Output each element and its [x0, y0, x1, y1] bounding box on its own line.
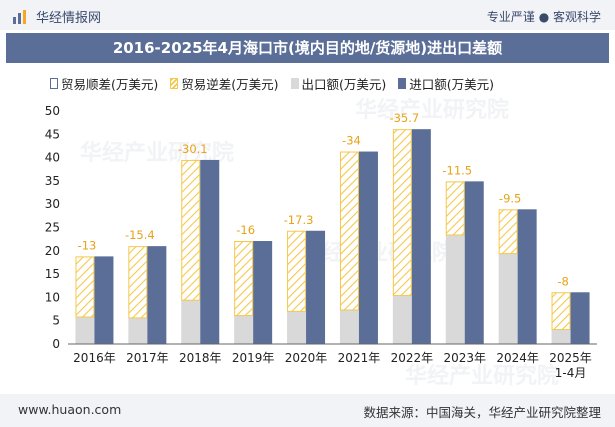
watermark: 华经产业研究院 — [405, 364, 560, 389]
data-label: -8 — [557, 274, 568, 288]
import-bar[interactable] — [517, 209, 537, 344]
y-tick-label: 40 — [45, 151, 60, 165]
export-bar[interactable] — [128, 317, 148, 344]
data-label: -17.3 — [284, 213, 314, 227]
legend-item-deficit[interactable]: 贸易逆差(万美元) — [170, 74, 279, 93]
x-tick-label: 1-4月 — [555, 366, 587, 380]
legend-swatch-surplus — [50, 78, 58, 89]
footer: www.huaon.com 数据来源：中国海关，华经产业研究院整理 — [0, 394, 615, 427]
export-bar[interactable] — [445, 234, 465, 344]
brand[interactable]: 华经情报网 — [12, 7, 101, 26]
x-tick-label: 2020年 — [285, 351, 328, 365]
slogan: 专业严谨 ● 客观科学 — [486, 10, 601, 24]
watermark: 华经产业研究院 — [355, 98, 510, 123]
y-tick-label: 5 — [52, 314, 60, 328]
y-tick-label: 10 — [45, 290, 60, 304]
import-bar[interactable] — [200, 159, 220, 344]
deficit-bar[interactable] — [287, 230, 307, 312]
deficit-bar[interactable] — [75, 256, 95, 318]
brand-logo-icon — [13, 9, 26, 24]
y-tick-label: 45 — [45, 127, 60, 141]
footer-source: 数据来源：中国海关，华经产业研究院整理 — [363, 405, 601, 420]
legend-label-surplus: 贸易顺差(万美元) — [61, 77, 159, 92]
deficit-bar[interactable] — [339, 151, 359, 311]
deficit-bar[interactable] — [445, 181, 465, 236]
export-bar[interactable] — [287, 311, 307, 344]
data-label: -11.5 — [442, 163, 472, 177]
top-bar: 华经情报网 专业严谨 ● 客观科学 — [0, 0, 615, 30]
x-tick-label: 2022年 — [391, 351, 434, 365]
legend-swatch-export — [290, 78, 299, 89]
import-bar[interactable] — [358, 151, 378, 344]
y-tick-label: 35 — [45, 174, 60, 188]
deficit-bar[interactable] — [128, 246, 148, 319]
x-tick-label: 2019年 — [232, 351, 275, 365]
y-tick-label: 0 — [52, 337, 60, 351]
import-bar[interactable] — [306, 230, 326, 344]
y-tick-label: 15 — [45, 267, 60, 281]
legend-swatch-deficit — [170, 78, 179, 89]
import-bar[interactable] — [253, 241, 273, 344]
x-tick-label: 2024年 — [496, 351, 539, 365]
legend-item-surplus[interactable]: 贸易顺差(万美元) — [50, 74, 158, 93]
export-bar[interactable] — [392, 295, 412, 344]
y-tick-label: 20 — [45, 244, 60, 258]
deficit-bar[interactable] — [234, 241, 254, 317]
export-bar[interactable] — [551, 329, 571, 344]
x-tick-label: 2023年 — [443, 351, 486, 365]
x-tick-label: 2016年 — [73, 351, 116, 365]
deficit-bar[interactable] — [498, 209, 518, 255]
legend-item-export[interactable]: 出口额(万美元) — [290, 74, 387, 93]
brand-name: 华经情报网 — [36, 11, 102, 26]
deficit-bar[interactable] — [392, 129, 412, 297]
export-bar[interactable] — [498, 253, 518, 344]
import-bar[interactable] — [147, 246, 167, 344]
data-label: -34 — [342, 134, 361, 148]
import-bar[interactable] — [464, 181, 484, 344]
title-bar: 2016-2025年4月海口市(境内目的地/货源地)进出口差额 — [6, 33, 609, 63]
y-tick-label: 50 — [45, 104, 60, 118]
chart-title: 2016-2025年4月海口市(境内目的地/货源地)进出口差额 — [112, 39, 503, 57]
x-tick-label: 2018年 — [179, 351, 222, 365]
y-tick-label: 30 — [45, 197, 60, 211]
y-tick-label: 25 — [45, 221, 60, 235]
legend-swatch-import — [398, 78, 407, 89]
export-bar[interactable] — [181, 300, 201, 344]
import-bar[interactable] — [94, 256, 114, 344]
legend: 贸易顺差(万美元) 贸易逆差(万美元) 出口额(万美元) 进口额(万美元) — [50, 74, 506, 93]
deficit-bar[interactable] — [551, 292, 571, 331]
import-bar[interactable] — [411, 129, 431, 344]
x-tick-label: 2021年 — [338, 351, 381, 365]
import-bar[interactable] — [570, 292, 590, 344]
deficit-bar[interactable] — [181, 159, 201, 301]
legend-item-import[interactable]: 进口额(万美元) — [398, 74, 494, 93]
export-bar[interactable] — [75, 316, 95, 344]
export-bar[interactable] — [339, 309, 359, 344]
data-label: -13 — [78, 238, 97, 252]
data-label: -30.1 — [178, 142, 208, 156]
x-tick-label: 2025年 — [549, 351, 592, 365]
data-label: -35.7 — [389, 111, 419, 125]
data-label: -16 — [236, 223, 255, 237]
legend-label-import: 进口额(万美元) — [409, 77, 495, 92]
data-label: -15.4 — [125, 228, 155, 242]
footer-url[interactable]: www.huaon.com — [18, 402, 122, 417]
legend-label-export: 出口额(万美元) — [301, 77, 387, 92]
data-label: -9.5 — [499, 191, 521, 205]
legend-label-deficit: 贸易逆差(万美元) — [181, 77, 279, 92]
x-tick-label: 2017年 — [126, 351, 169, 365]
export-bar[interactable] — [234, 315, 254, 344]
